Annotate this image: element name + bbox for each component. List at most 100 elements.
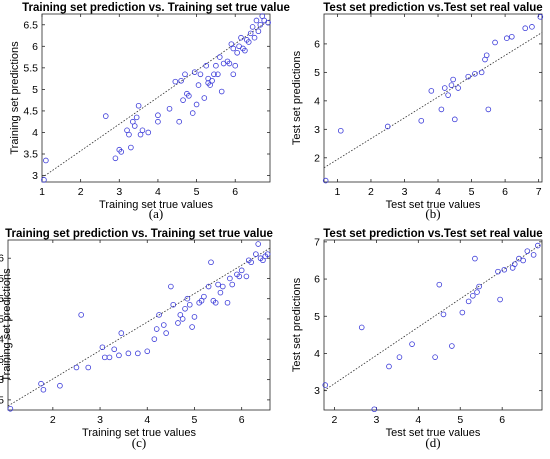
data-point bbox=[145, 129, 152, 136]
y-tick-label: 2 bbox=[314, 152, 320, 164]
data-point bbox=[501, 266, 508, 273]
data-point bbox=[436, 281, 443, 288]
data-point bbox=[203, 62, 210, 69]
data-point bbox=[151, 336, 158, 342]
y-tick-label: 6 bbox=[32, 41, 38, 53]
data-point bbox=[43, 157, 49, 164]
data-point bbox=[133, 114, 140, 121]
x-tick-label: 1 bbox=[39, 186, 45, 198]
x-tick-label: 6 bbox=[499, 414, 505, 426]
data-point bbox=[135, 102, 142, 109]
data-point bbox=[189, 324, 195, 330]
data-point bbox=[198, 297, 205, 304]
data-point bbox=[474, 289, 480, 295]
x-tick-label: 3 bbox=[373, 414, 379, 426]
data-point bbox=[450, 76, 456, 83]
data-point bbox=[322, 177, 329, 184]
x-tick-label: 6 bbox=[502, 186, 508, 198]
data-point bbox=[193, 101, 200, 108]
data-point bbox=[509, 33, 515, 40]
chart-title: Test set prediction vs.Test set real val… bbox=[323, 2, 542, 14]
y-tick-label: 7 bbox=[314, 236, 320, 248]
data-point bbox=[251, 34, 258, 41]
fit-line bbox=[323, 32, 543, 169]
data-point bbox=[465, 298, 472, 305]
x-axis-label: Training set true values bbox=[99, 199, 213, 211]
y-tick-label: 4.5 bbox=[0, 313, 4, 325]
data-point bbox=[511, 261, 518, 267]
data-point bbox=[227, 275, 233, 282]
data-point bbox=[139, 127, 146, 134]
data-point bbox=[440, 311, 447, 318]
x-axis-label: Training set true values bbox=[82, 427, 196, 439]
data-point bbox=[201, 95, 208, 101]
data-point bbox=[503, 35, 510, 42]
y-tick-label: 6 bbox=[314, 38, 320, 50]
data-point bbox=[118, 149, 125, 155]
data-point bbox=[106, 354, 113, 361]
data-point bbox=[195, 82, 202, 88]
data-point bbox=[155, 112, 161, 119]
data-point bbox=[418, 117, 425, 124]
y-axis-label: Training set predictions bbox=[9, 41, 21, 155]
data-point bbox=[163, 330, 169, 336]
x-tick-label: 5 bbox=[457, 414, 463, 426]
x-tick-label: 5 bbox=[192, 414, 198, 426]
data-point bbox=[216, 54, 223, 60]
data-point bbox=[205, 80, 211, 86]
y-tick-label: 5.5 bbox=[23, 62, 38, 74]
data-point bbox=[170, 301, 177, 308]
data-point bbox=[253, 251, 259, 257]
y-tick-label: 3 bbox=[32, 170, 38, 182]
data-point bbox=[530, 252, 537, 258]
data-point bbox=[492, 39, 498, 46]
data-point bbox=[384, 123, 391, 130]
data-point bbox=[201, 293, 207, 300]
data-point bbox=[41, 177, 47, 183]
y-tick-label: 3.5 bbox=[0, 354, 4, 366]
data-point bbox=[186, 301, 193, 308]
x-tick-label: 2 bbox=[78, 186, 84, 198]
y-tick-label: 6.5 bbox=[23, 19, 38, 31]
x-tick-label: 4 bbox=[435, 186, 441, 198]
data-point bbox=[449, 343, 455, 349]
data-point bbox=[483, 52, 490, 59]
y-tick-label: 6 bbox=[0, 253, 4, 265]
data-point bbox=[260, 257, 266, 264]
data-point bbox=[371, 406, 378, 413]
data-point bbox=[177, 312, 184, 318]
data-point bbox=[465, 73, 472, 80]
data-point bbox=[211, 71, 217, 78]
x-tick-label: 4 bbox=[155, 186, 161, 198]
y-axis-label: Test set predictions bbox=[291, 277, 303, 372]
y-tick-label: 4 bbox=[32, 127, 38, 139]
data-point bbox=[73, 364, 80, 371]
y-tick-label: 4 bbox=[0, 334, 4, 346]
data-point bbox=[212, 299, 219, 306]
data-point bbox=[224, 299, 231, 306]
data-point bbox=[125, 350, 132, 357]
data-point bbox=[112, 155, 119, 162]
x-tick-label: 5 bbox=[194, 186, 200, 198]
x-tick-label: 1 bbox=[334, 186, 340, 198]
data-point bbox=[180, 97, 186, 103]
chart-title: Training set prediction vs. Training set… bbox=[22, 2, 290, 14]
data-point bbox=[166, 105, 173, 112]
data-point bbox=[472, 70, 478, 77]
data-point bbox=[451, 116, 458, 123]
data-point bbox=[78, 312, 84, 318]
data-point bbox=[441, 85, 448, 91]
data-point bbox=[522, 25, 529, 32]
data-point bbox=[265, 19, 271, 26]
x-tick-label: 4 bbox=[415, 414, 421, 426]
y-tick-label: 5 bbox=[32, 84, 38, 96]
data-point bbox=[478, 69, 485, 76]
x-tick-label: 2 bbox=[50, 414, 56, 426]
data-point bbox=[238, 267, 245, 274]
data-point bbox=[428, 88, 435, 94]
x-tick-label: 4 bbox=[144, 414, 150, 426]
y-tick-label: 5.5 bbox=[0, 273, 4, 285]
x-tick-label: 2 bbox=[332, 414, 338, 426]
data-point bbox=[219, 283, 226, 290]
